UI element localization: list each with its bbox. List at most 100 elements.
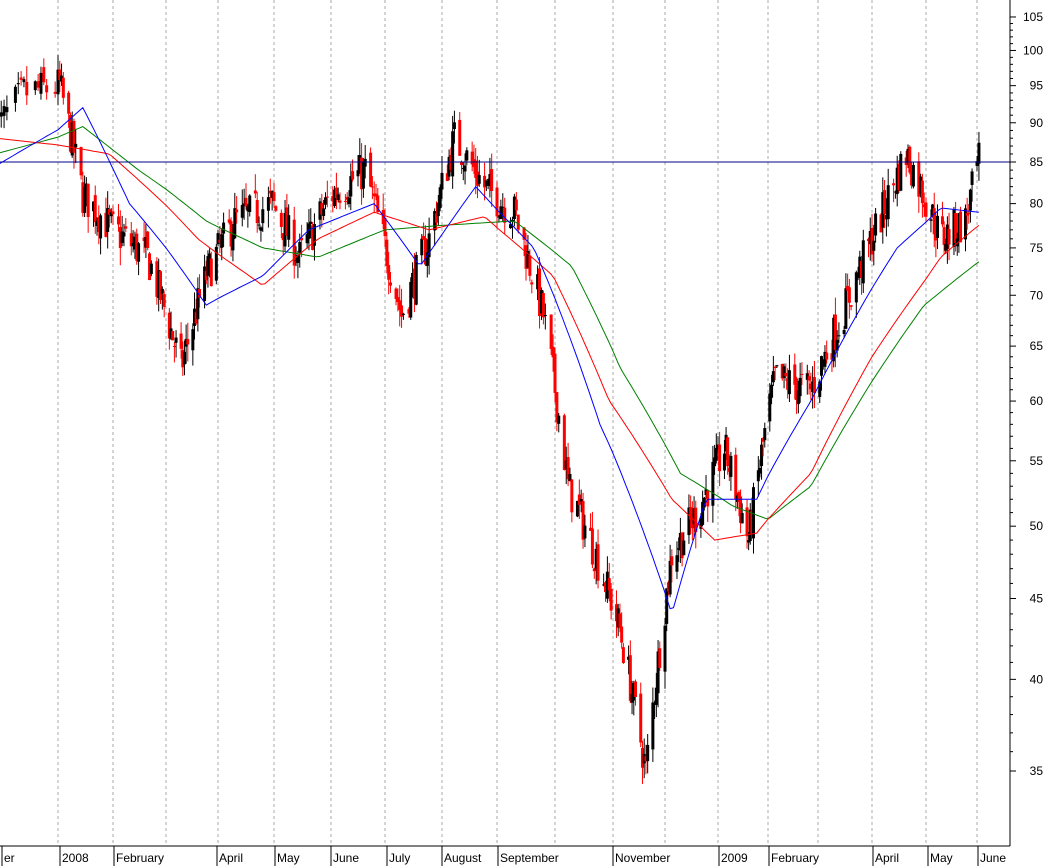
candle xyxy=(374,184,378,201)
candle-body xyxy=(261,209,265,224)
candle xyxy=(79,146,83,180)
candle xyxy=(305,222,309,249)
candle-body xyxy=(411,272,415,285)
candle xyxy=(947,212,951,261)
candle-body xyxy=(253,190,257,194)
candle xyxy=(61,72,65,105)
candle xyxy=(632,680,636,716)
candle xyxy=(860,256,864,295)
candle-body xyxy=(292,219,296,266)
candle xyxy=(977,131,981,181)
candle-body xyxy=(963,208,967,240)
candle xyxy=(146,230,150,251)
candle xyxy=(833,297,837,368)
candle-body xyxy=(775,365,779,367)
candle xyxy=(274,205,278,213)
x-tick-label: July xyxy=(389,851,410,865)
candle xyxy=(95,217,99,236)
candle-body xyxy=(809,383,813,390)
candle xyxy=(910,161,914,189)
candle-body xyxy=(305,234,309,244)
candle-body xyxy=(701,501,705,525)
candle xyxy=(722,439,726,480)
candle-body xyxy=(837,335,841,337)
candle xyxy=(206,250,210,288)
candle-body xyxy=(470,151,474,165)
candle xyxy=(257,216,261,230)
candle xyxy=(261,196,265,232)
candle-body xyxy=(644,756,648,762)
candle xyxy=(445,164,449,182)
candle-body xyxy=(5,107,9,113)
candle xyxy=(186,322,190,362)
candle xyxy=(438,184,442,212)
candle-body xyxy=(484,180,488,186)
candle xyxy=(920,173,924,218)
candle-body xyxy=(678,532,682,551)
candle-body xyxy=(370,186,374,188)
candle xyxy=(144,224,148,258)
candle xyxy=(718,431,722,487)
candle xyxy=(868,217,872,261)
candle xyxy=(5,95,9,121)
candle-body xyxy=(620,626,624,643)
candle-body xyxy=(821,359,825,363)
candle xyxy=(370,176,374,200)
candle xyxy=(692,496,696,539)
candle xyxy=(954,201,958,252)
candle xyxy=(524,232,528,281)
candle-body xyxy=(735,495,739,502)
candle xyxy=(204,260,208,285)
candle-body xyxy=(131,242,135,247)
candle xyxy=(436,195,440,226)
candle-body xyxy=(656,651,660,694)
candle xyxy=(589,513,593,532)
candle xyxy=(67,90,71,128)
candle-body xyxy=(594,548,598,570)
candle xyxy=(434,201,438,230)
candle-body xyxy=(318,201,322,220)
candle-body xyxy=(849,305,853,307)
candle-body xyxy=(389,282,393,286)
candle xyxy=(120,215,124,247)
candle xyxy=(748,503,752,545)
candle-body xyxy=(713,457,717,467)
candle-body xyxy=(499,206,503,220)
candle xyxy=(579,489,583,513)
candle xyxy=(739,489,743,534)
candle xyxy=(83,175,87,218)
candle xyxy=(770,374,774,405)
candle xyxy=(440,156,444,199)
candle xyxy=(203,254,207,309)
candle-body xyxy=(358,155,362,174)
candle xyxy=(627,645,631,675)
candle xyxy=(148,251,152,281)
candle-body xyxy=(959,211,963,243)
candle xyxy=(666,580,670,596)
candle-body xyxy=(229,221,233,247)
candle-body xyxy=(910,171,914,186)
candle-body xyxy=(651,702,655,750)
candle xyxy=(607,562,611,602)
candle xyxy=(514,192,518,216)
candle xyxy=(594,541,598,585)
candle xyxy=(194,298,198,326)
candle-body xyxy=(566,457,570,480)
candle-body xyxy=(899,153,903,191)
candle xyxy=(266,186,270,228)
candle-body xyxy=(614,604,618,622)
candle-body xyxy=(627,656,631,660)
candle-body xyxy=(763,428,767,441)
candle xyxy=(458,111,462,156)
candle-body xyxy=(632,683,636,701)
candle-body xyxy=(524,245,528,269)
candle-body xyxy=(333,189,337,207)
candle xyxy=(605,556,609,603)
candle xyxy=(711,445,715,523)
y-tick-label: 40 xyxy=(1030,672,1044,686)
candle xyxy=(602,573,606,587)
candle xyxy=(665,587,669,632)
candle xyxy=(893,190,897,199)
candle xyxy=(618,603,622,633)
candle xyxy=(309,208,313,239)
